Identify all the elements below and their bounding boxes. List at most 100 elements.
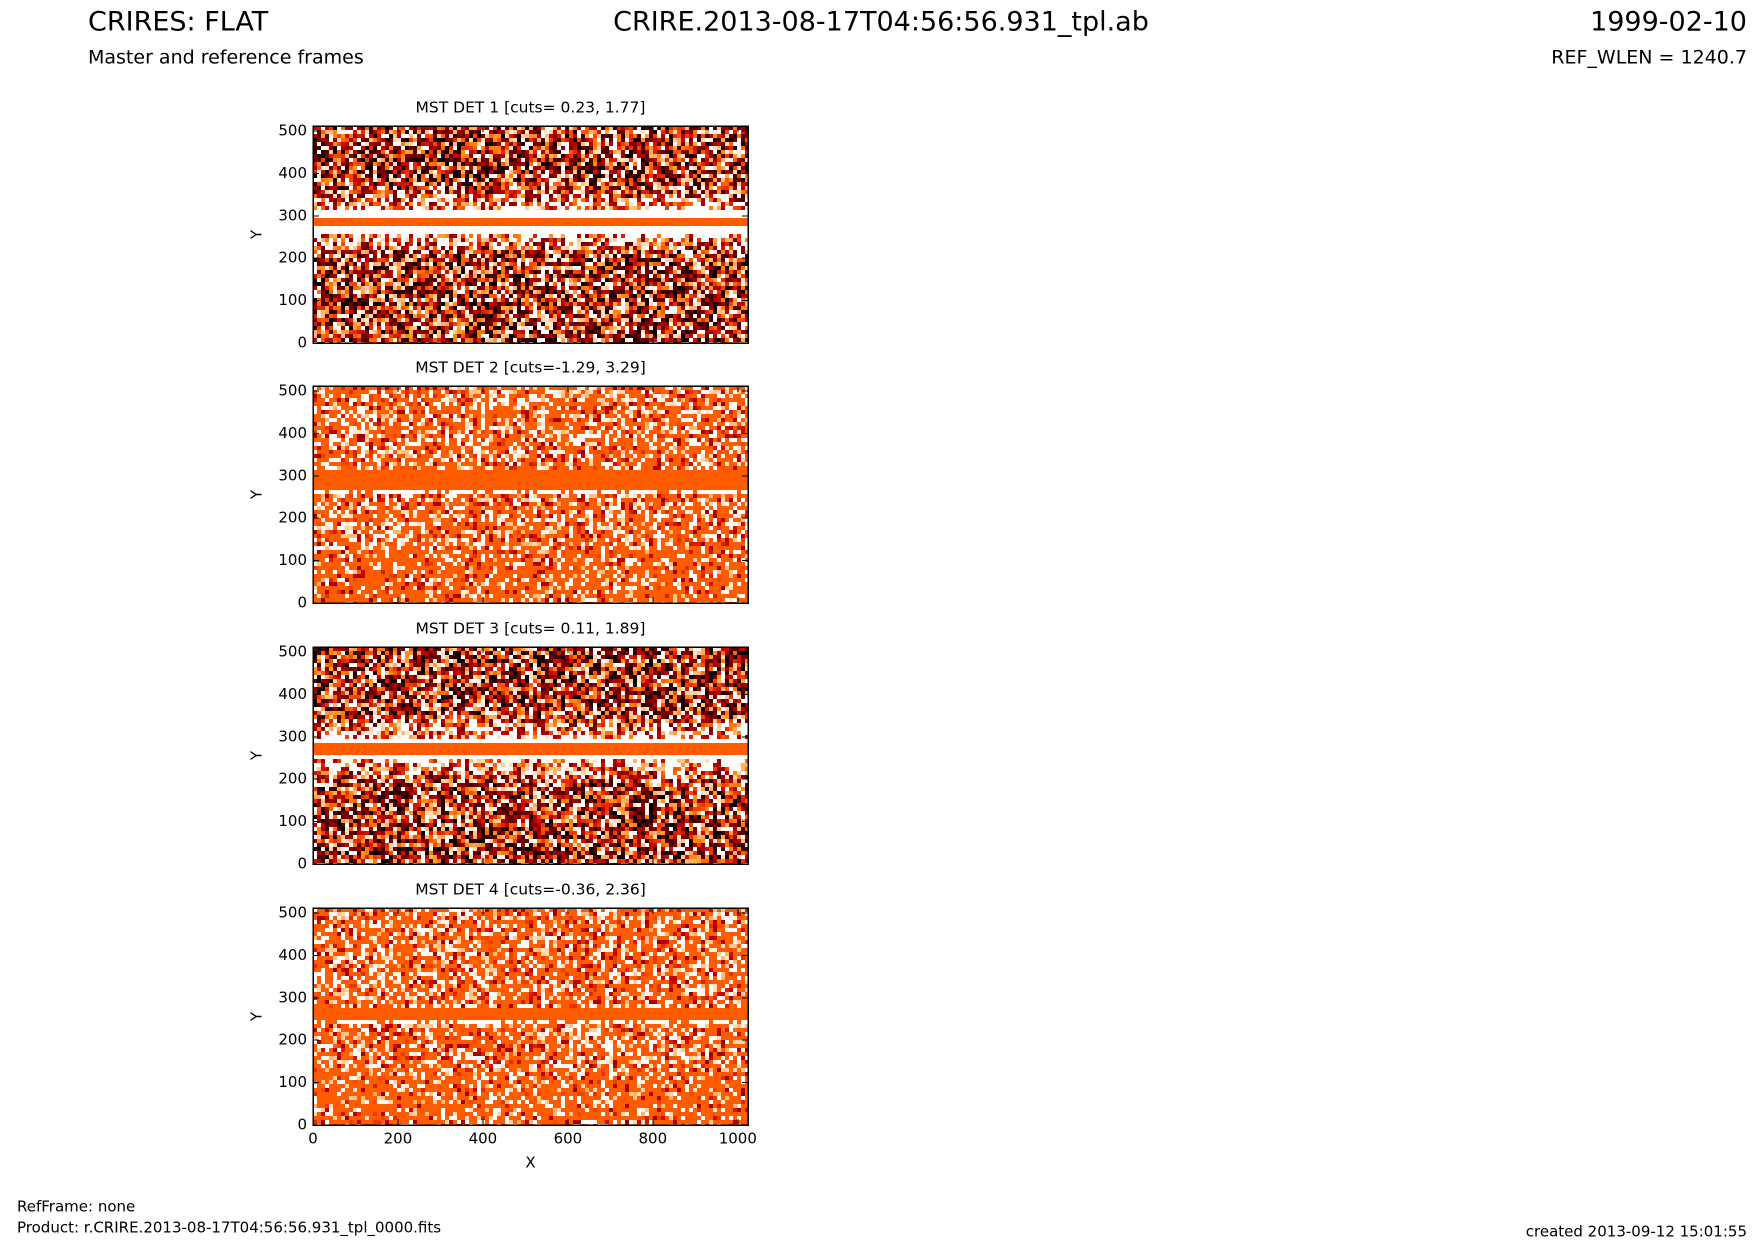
pixel (645, 262, 649, 266)
pixel (369, 278, 373, 282)
pixel (529, 210, 533, 214)
pixel (357, 222, 361, 226)
pixel (521, 286, 525, 290)
pixel (317, 170, 321, 174)
pixel (325, 302, 329, 306)
pixel (365, 214, 369, 218)
pixel (641, 214, 645, 218)
pixel (661, 286, 665, 290)
pixel (361, 166, 365, 170)
pixel (609, 282, 613, 286)
pixel (437, 214, 441, 218)
pixel (517, 162, 521, 166)
pixel (557, 274, 561, 278)
pixel (417, 286, 421, 290)
pixel (633, 262, 637, 266)
pixel (725, 282, 729, 286)
pixel (525, 262, 529, 266)
pixel (553, 290, 557, 294)
pixel (677, 286, 681, 290)
pixel (577, 222, 581, 226)
pixel (481, 178, 485, 182)
pixel (637, 290, 641, 294)
pixel (485, 138, 489, 142)
pixel (625, 130, 629, 134)
pixel (493, 154, 497, 158)
pixel (541, 146, 545, 150)
pixel (421, 282, 425, 286)
pixel (545, 258, 549, 262)
pixel (557, 174, 561, 178)
pixel (321, 306, 325, 310)
pixel (737, 206, 741, 210)
pixel (709, 202, 713, 206)
pixel (613, 282, 617, 286)
pixel (505, 178, 509, 182)
pixel (561, 186, 565, 190)
pixel (577, 158, 581, 162)
pixel (473, 242, 477, 246)
pixel (577, 262, 581, 266)
pixel (745, 218, 748, 222)
pixel (353, 274, 357, 278)
pixel (457, 258, 461, 262)
pixel (473, 246, 477, 250)
pixel (501, 230, 505, 234)
pixel (465, 154, 469, 158)
pixel (545, 274, 549, 278)
pixel (737, 282, 741, 286)
pixel (605, 298, 609, 302)
pixel (561, 134, 565, 138)
pixel (729, 130, 733, 134)
pixel (369, 158, 373, 162)
pixel (345, 162, 349, 166)
pixel (313, 278, 317, 282)
pixel (625, 170, 629, 174)
pixel (569, 146, 573, 150)
pixel (513, 246, 517, 250)
pixel (689, 178, 693, 182)
pixel (457, 154, 461, 158)
pixel (437, 306, 441, 310)
pixel (741, 294, 745, 298)
pixel (409, 158, 413, 162)
pixel (345, 198, 349, 202)
pixel (433, 294, 437, 298)
pixel (585, 218, 589, 222)
pixel (709, 142, 713, 146)
pixel (449, 246, 453, 250)
pixel (389, 174, 393, 178)
pixel (629, 238, 633, 242)
pixel (653, 230, 657, 234)
pixel (377, 190, 381, 194)
pixel (381, 234, 385, 238)
pixel (497, 146, 501, 150)
pixel (533, 298, 537, 302)
pixel (533, 254, 537, 258)
pixel (485, 202, 489, 206)
pixel (421, 298, 425, 302)
pixel (641, 282, 645, 286)
pixel (457, 178, 461, 182)
pixel (385, 210, 389, 214)
pixel (461, 282, 465, 286)
pixel (709, 222, 713, 226)
pixel (613, 262, 617, 266)
pixel (681, 282, 685, 286)
pixel (605, 270, 609, 274)
pixel (589, 242, 593, 246)
pixel (365, 194, 369, 198)
pixel (693, 174, 697, 178)
pixel (445, 158, 449, 162)
pixel (465, 230, 469, 234)
pixel (349, 150, 353, 154)
pixel (553, 218, 557, 222)
pixel (425, 226, 429, 230)
pixel (613, 258, 617, 262)
pixel (349, 282, 353, 286)
pixel (477, 286, 481, 290)
pixel (521, 282, 525, 286)
pixel (733, 134, 737, 138)
pixel (441, 162, 445, 166)
pixel (345, 306, 349, 310)
